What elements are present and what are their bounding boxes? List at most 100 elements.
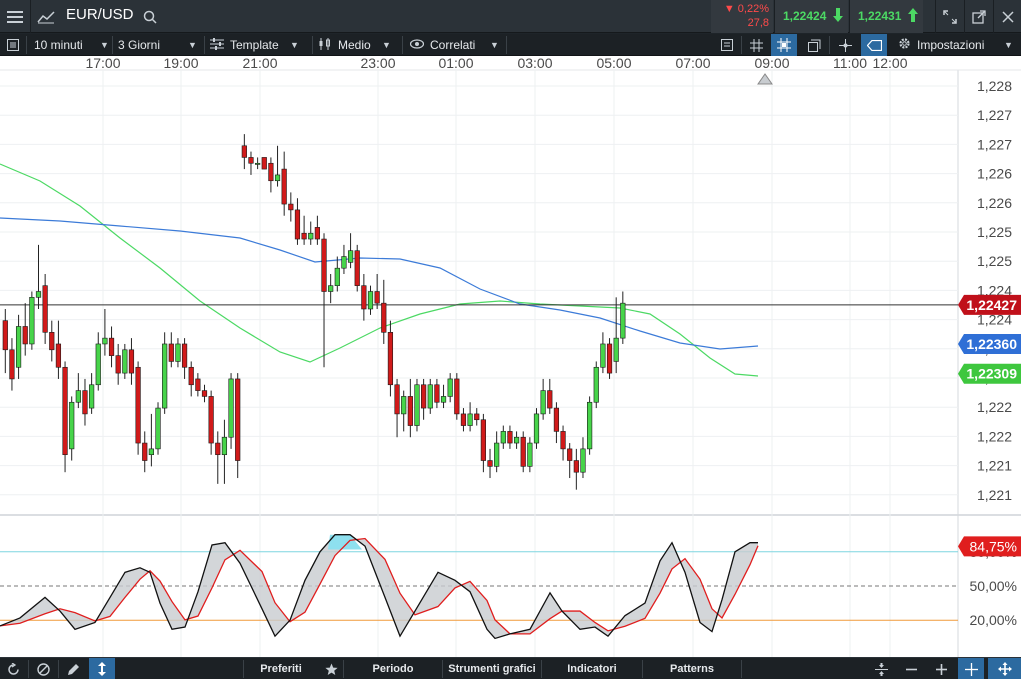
time-axis-label: 01:00: [438, 56, 473, 71]
candle-body: [102, 337, 108, 345]
candle: [108, 326, 115, 368]
candle: [142, 431, 148, 473]
candle-body: [567, 448, 573, 461]
candle-body: [155, 407, 161, 450]
osc-level-label: 50,00%: [970, 578, 1017, 594]
popout-icon[interactable]: [965, 0, 993, 33]
chevron-down-icon: ▼: [290, 40, 299, 50]
candle: [175, 338, 181, 368]
move-all-icon[interactable]: [988, 658, 1021, 679]
star-icon[interactable]: [318, 658, 344, 679]
close-icon[interactable]: [994, 0, 1021, 33]
candle-body: [122, 349, 128, 374]
time-axis-label: 05:00: [596, 56, 631, 71]
list-icon[interactable]: [0, 34, 26, 56]
candle: [474, 408, 480, 426]
candle-body: [108, 337, 115, 356]
candle-body: [474, 413, 480, 421]
candle: [381, 279, 387, 344]
zoom-in-icon[interactable]: [928, 658, 954, 679]
favorites-button[interactable]: Preferiti: [260, 663, 302, 675]
range-dropdown[interactable]: 3 Giorni ▼: [118, 34, 202, 56]
crosshair-mode-icon[interactable]: [958, 658, 984, 679]
ma-blue-line: [0, 217, 759, 350]
arrow-down-icon: [833, 8, 843, 25]
candle: [361, 274, 367, 321]
pencil-icon[interactable]: [60, 658, 86, 679]
candle-body: [374, 291, 380, 304]
change-percent: ▼ 0,22%: [723, 3, 769, 15]
zoom-out-icon[interactable]: [898, 658, 924, 679]
candle: [513, 431, 520, 449]
correlated-dropdown[interactable]: Correlati ▼: [409, 34, 506, 56]
fullscreen-icon[interactable]: [936, 0, 964, 33]
candle-body: [440, 396, 447, 403]
search-icon[interactable]: [140, 0, 160, 33]
candle-body: [221, 436, 228, 456]
period-button[interactable]: Periodo: [372, 663, 414, 675]
drawing-tools-button[interactable]: Strumenti grafici: [448, 663, 536, 675]
chart-canvas[interactable]: 17:00 19:00 21:00 23:00 01:00 03:00 05:00 07:00…: [0, 56, 1021, 657]
indicators-button[interactable]: Indicatori: [567, 663, 617, 675]
crosshair-grid-icon[interactable]: [771, 34, 797, 56]
candle-body: [89, 384, 95, 409]
crosshair-icon[interactable]: [832, 34, 858, 56]
candle: [620, 291, 626, 344]
candle-body: [533, 413, 540, 444]
candle: [268, 157, 274, 193]
chart-background: [0, 56, 1021, 657]
candle-body: [480, 419, 486, 461]
candle-body: [467, 413, 473, 426]
candle-body: [600, 343, 606, 368]
candle-body: [168, 343, 174, 362]
buy-button[interactable]: 1,22431: [849, 0, 923, 33]
template-dropdown[interactable]: Template ▼: [210, 34, 310, 56]
chevron-down-icon: ▼: [490, 40, 499, 50]
move-vertical-icon[interactable]: [89, 658, 115, 679]
interval-dropdown[interactable]: 10 minuti ▼: [34, 34, 112, 56]
candle-body: [540, 390, 546, 415]
candle: [228, 373, 234, 449]
candle: [55, 320, 62, 379]
candle-body: [387, 332, 394, 386]
time-axis-label: 23:00: [360, 56, 395, 71]
candle: [241, 134, 247, 170]
candle: [22, 303, 28, 356]
range-label: 3 Giorni: [118, 38, 161, 52]
price-tag-icon[interactable]: [861, 34, 887, 56]
list-view-icon[interactable]: [714, 34, 740, 56]
candle-body: [507, 431, 513, 444]
chart-type-dropdown[interactable]: Medio ▼: [318, 34, 400, 56]
candle: [553, 402, 560, 444]
candle-body: [188, 366, 194, 386]
grid-icon[interactable]: [743, 34, 769, 56]
layers-icon[interactable]: [801, 34, 827, 56]
time-axis: 17:00 19:00 21:00 23:00 01:00 03:00 05:00 07:00…: [85, 56, 908, 85]
patterns-button[interactable]: Patterns: [669, 663, 715, 675]
candle: [527, 437, 533, 473]
candle: [407, 378, 413, 438]
candle: [427, 378, 433, 414]
osc-current-tag-shape: [958, 536, 1021, 557]
no-entry-icon[interactable]: [30, 658, 56, 679]
candle-body: [620, 302, 626, 339]
candle-body: [341, 256, 347, 269]
sell-button[interactable]: 1,22424: [774, 0, 848, 33]
hamburger-menu-icon[interactable]: [0, 0, 30, 33]
candle: [281, 151, 287, 216]
settings-dropdown[interactable]: Impostazioni ▼: [898, 34, 1021, 56]
candle-body: [294, 209, 301, 240]
candle-body: [175, 343, 181, 362]
refresh-icon[interactable]: [0, 658, 26, 679]
ma-green-tag-shape: [958, 363, 1021, 384]
chart-toggle-icon[interactable]: [31, 0, 61, 33]
candle: [560, 425, 566, 461]
symbol-title[interactable]: EUR/USD: [66, 6, 134, 23]
candle-body: [401, 396, 407, 415]
price-chart[interactable]: 17:00 19:00 21:00 23:00 01:00 03:00 05:00 07:00…: [0, 56, 1021, 657]
chevron-down-icon: ▼: [1004, 40, 1013, 50]
price-axis-label: 1,225: [977, 253, 1012, 269]
change-points: 27,8: [747, 17, 769, 29]
compress-icon[interactable]: [868, 658, 894, 679]
candle-body: [55, 343, 62, 368]
